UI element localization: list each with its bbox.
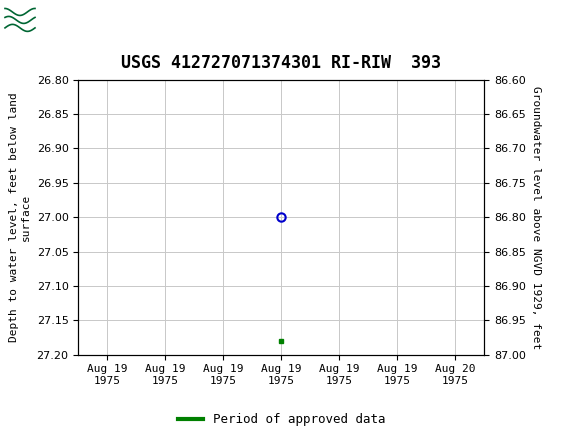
Y-axis label: Groundwater level above NGVD 1929, feet: Groundwater level above NGVD 1929, feet [531,86,542,349]
Legend: Period of approved data: Period of approved data [172,408,390,430]
Y-axis label: Depth to water level, feet below land
surface: Depth to water level, feet below land su… [9,92,31,342]
Title: USGS 412727071374301 RI-RIW  393: USGS 412727071374301 RI-RIW 393 [121,55,441,72]
Bar [4,4,36,34]
Text: USGS: USGS [42,10,97,28]
